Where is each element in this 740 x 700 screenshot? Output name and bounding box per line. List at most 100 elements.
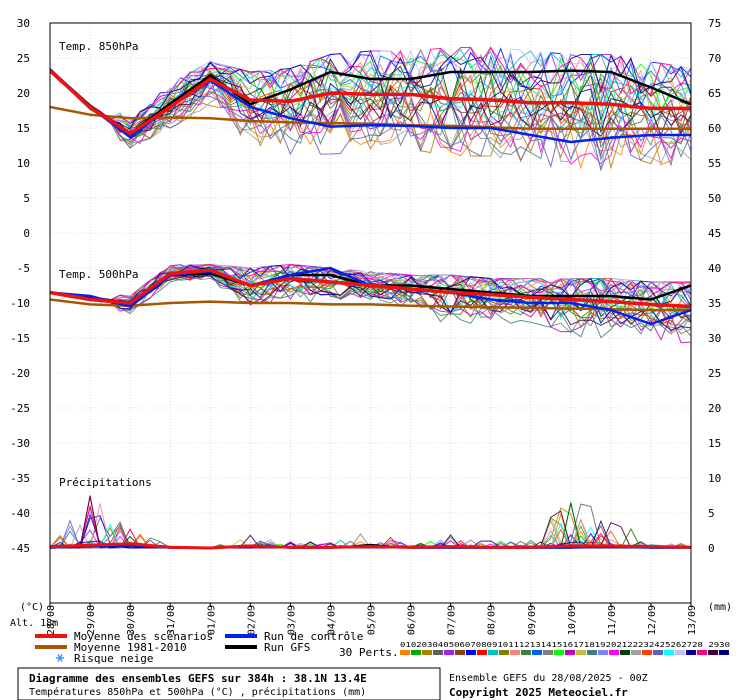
pert-swatch — [521, 650, 531, 655]
y-tick-left: -10 — [10, 297, 30, 310]
legend-snow-risk: Risque neige — [74, 652, 153, 665]
y-tick-left: -35 — [10, 472, 30, 485]
x-tick-label: 12/09 — [647, 605, 658, 635]
y-tick-left: -5 — [17, 262, 30, 275]
legend-control-run: Run de contrôle — [264, 630, 363, 643]
y-tick-right: 35 — [708, 297, 721, 310]
x-unit-right: (mm) — [708, 602, 732, 613]
ensemble-member-line — [50, 50, 691, 130]
x-tick-label: 09/09 — [527, 605, 538, 635]
precip-mean-scenarios — [50, 542, 691, 550]
pert-swatch — [609, 650, 619, 655]
y-tick-left: -15 — [10, 332, 30, 345]
pert-swatch — [411, 650, 421, 655]
x-tick-label: 06/09 — [407, 605, 418, 635]
pert-swatch — [543, 650, 553, 655]
pert-swatch — [400, 650, 410, 655]
x-tick-label: 01/09 — [206, 605, 217, 635]
y-tick-right: 30 — [708, 332, 721, 345]
y-tick-left: 5 — [23, 192, 30, 205]
y-tick-left: -40 — [10, 507, 30, 520]
ensemble-member-line — [50, 47, 691, 124]
x-tick-label: 11/09 — [607, 605, 618, 635]
pert-swatch — [719, 650, 729, 655]
pert-swatch — [664, 650, 674, 655]
pert-swatch — [444, 650, 454, 655]
pert-swatch — [653, 650, 663, 655]
ensemble-member-line — [50, 264, 691, 302]
pert-swatch — [510, 650, 520, 655]
ensemble-member-line — [50, 264, 691, 307]
ensemble-member-line — [50, 70, 691, 172]
info-box — [17, 667, 441, 700]
pert-swatch — [422, 650, 432, 655]
legend-mean-1981-2010: Moyenne 1981-2010 — [74, 641, 187, 654]
pert-swatch — [455, 650, 465, 655]
pert-swatch — [433, 650, 443, 655]
pert-swatch — [576, 650, 586, 655]
y-tick-right: 75 — [708, 17, 721, 30]
ensemble-member-line — [50, 273, 691, 339]
info-subtitle: Températures 850hPa et 500hPa (°C) , pré… — [29, 686, 366, 698]
ensemble-member-line — [50, 62, 691, 131]
y-tick-left: 15 — [17, 122, 30, 135]
panel-label-850: Temp. 850hPa — [59, 40, 138, 53]
x-tick-label: 05/09 — [367, 605, 378, 635]
legend-swatch-mean-scenarios — [35, 634, 67, 638]
legend-swatch-gfs — [225, 645, 257, 649]
pert-swatch — [620, 650, 630, 655]
altitude-label: Alt. 18m — [10, 618, 58, 629]
ensemble-member-line — [50, 46, 691, 125]
y-tick-right: 40 — [708, 262, 721, 275]
ensemble-run-label: Ensemble GEFS du 28/08/2025 - 00Z — [449, 673, 648, 684]
y-tick-right: 45 — [708, 227, 721, 240]
pert-swatch — [642, 650, 652, 655]
panel-label-precip: Précipitations — [59, 476, 152, 489]
pert-swatch — [587, 650, 597, 655]
info-title: Diagramme des ensembles GEFS sur 384h : … — [29, 672, 367, 685]
x-tick-label: 29/08 — [86, 605, 97, 635]
pert-swatch — [598, 650, 608, 655]
pert-swatch — [466, 650, 476, 655]
pert-swatch — [697, 650, 707, 655]
y-tick-left: -20 — [10, 367, 30, 380]
pert-swatch — [708, 650, 718, 655]
pert-swatch — [477, 650, 487, 655]
y-tick-left: 10 — [17, 157, 30, 170]
y-tick-right: 65 — [708, 87, 721, 100]
y-tick-right: 55 — [708, 157, 721, 170]
perts-numbers: 0102030405060708091011121314151617181920… — [400, 641, 730, 649]
series-mean-scenarios — [50, 268, 691, 309]
pert-swatch — [565, 650, 575, 655]
pert-swatch — [499, 650, 509, 655]
y-tick-left: -45 — [10, 542, 30, 555]
series-mean-1981-2010 — [50, 298, 691, 312]
x-tick-label: 30/08 — [126, 605, 137, 635]
y-unit-left: (°C) — [20, 602, 44, 613]
ensemble-member-line — [50, 71, 691, 162]
y-tick-right: 25 — [708, 367, 721, 380]
series-mean-scenarios — [50, 69, 691, 136]
x-tick-label: 10/09 — [567, 605, 578, 635]
series-gfs-run — [50, 68, 691, 135]
pert-swatch — [532, 650, 542, 655]
y-tick-right: 50 — [708, 192, 721, 205]
pert-swatch — [686, 650, 696, 655]
y-tick-right: 70 — [708, 52, 721, 65]
legend-gfs-run: Run GFS — [264, 641, 310, 654]
main-series — [50, 68, 691, 550]
y-tick-left: 0 — [23, 227, 30, 240]
x-tick-label: 04/09 — [326, 605, 337, 635]
ensemble-member-line — [50, 272, 691, 331]
grid — [49, 22, 692, 603]
x-tick-label: 03/09 — [286, 605, 297, 635]
y-tick-left: 20 — [17, 87, 30, 100]
legend-mean-scenarios: Moyenne des scénarios — [74, 630, 213, 643]
snowflake-icon — [56, 654, 64, 662]
x-tick-label: 31/08 — [166, 605, 177, 635]
x-tick-label: 02/09 — [246, 605, 257, 635]
perts-label: 30 Perts. — [339, 646, 399, 659]
pert-swatch — [554, 650, 564, 655]
y-tick-right: 5 — [708, 507, 715, 520]
